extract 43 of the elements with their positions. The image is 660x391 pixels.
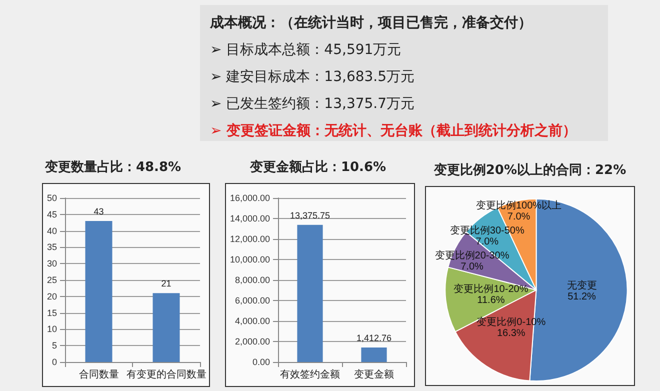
y-tick-label: 6,000.00 <box>234 296 270 306</box>
data-label: 11.6% <box>477 295 505 306</box>
text: ➢ 变更签证金额：无统计、无台账（截止到统计分析之前） <box>210 122 577 140</box>
y-tick-label: 16,000.00 <box>230 193 270 203</box>
y-tick-label: 40 <box>46 226 57 236</box>
y-tick-label: 8,000.00 <box>234 275 270 285</box>
y-tick-label: 12,000.00 <box>230 234 270 244</box>
data-label: 13,375.75 <box>290 210 330 220</box>
y-tick-label: 35 <box>46 242 57 252</box>
chart-title: 变更金额占比：10.6% <box>248 158 388 176</box>
x-tick-label: 有变更的合同数量 <box>126 368 206 380</box>
chart-title: 变更数量占比：48.8% <box>44 158 182 176</box>
data-label: 16.3% <box>496 328 526 339</box>
y-tick-label: 14,000.00 <box>230 214 270 224</box>
text: ➢ 建安目标成本：13,683.5万元 <box>210 68 415 86</box>
data-label: 21 <box>161 278 172 289</box>
y-tick-label: 5 <box>52 340 57 351</box>
y-tick-label: 2,000.00 <box>234 336 270 346</box>
y-tick-label: 0.00 <box>252 357 270 367</box>
data-label: 7.0% <box>507 212 530 223</box>
slice-label: 无变更 <box>566 280 597 292</box>
x-tick-label: 有效签约金额 <box>280 368 340 380</box>
y-tick-label: 45 <box>46 209 57 220</box>
x-tick-label: 合同数量 <box>78 368 119 380</box>
x-tick-label: 变更金额 <box>354 368 394 380</box>
y-tick-label: 30 <box>46 258 57 269</box>
y-tick-label: 10,000.00 <box>230 254 270 264</box>
y-tick-label: 0 <box>52 357 57 367</box>
slice-label: 变更比例10-20% <box>454 283 528 296</box>
y-tick-label: 20 <box>46 291 57 302</box>
y-tick-label: 15 <box>46 308 57 318</box>
data-label: 7.0% <box>460 262 484 273</box>
text: 成本概况：（在统计当时，项目已售完，准备交付） <box>210 14 532 32</box>
y-tick-label: 4,000.00 <box>234 316 270 326</box>
data-label: 43 <box>94 206 104 216</box>
y-tick-label: 50 <box>46 193 57 203</box>
y-tick-label: 25 <box>46 275 57 285</box>
text: ➢ 目标成本总额：45,591万元 <box>210 41 402 59</box>
data-label: 1,412.76 <box>356 333 392 344</box>
text: ➢ 已发生签约额：13,375.7万元 <box>210 95 415 113</box>
y-tick-label: 10 <box>46 324 57 334</box>
data-label: 51.2% <box>568 292 596 303</box>
chart-title: 变更比例20%以上的合同：22% <box>432 162 628 179</box>
